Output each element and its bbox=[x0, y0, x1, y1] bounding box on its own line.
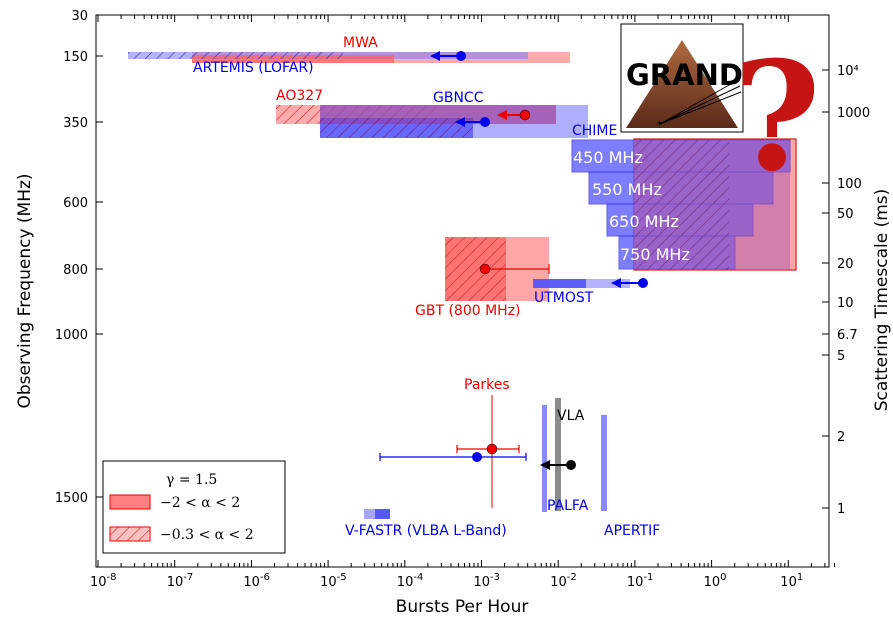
point-utmost bbox=[638, 278, 648, 288]
y-axis-right: 10⁴ 1000 100 50 20 10 6.7 5 2 1 bbox=[822, 64, 870, 517]
y-right-tick-label: 1000 bbox=[837, 106, 870, 121]
y-axis-title: Observing Frequency (MHz) bbox=[15, 173, 35, 408]
label-gbncc: GBNCC bbox=[433, 90, 484, 106]
label-artemis: ARTEMIS (LOFAR) bbox=[193, 60, 314, 76]
band-artemis-dark bbox=[128, 52, 343, 59]
y-tick-label: 800 bbox=[63, 263, 88, 278]
label-gbt: GBT (800 MHz) bbox=[415, 303, 521, 319]
y-axis-title-right: Scattering Timescale (ms) bbox=[872, 189, 892, 412]
label-chime-450: 450 MHz bbox=[573, 148, 643, 167]
x-tick-label: 10-6 bbox=[243, 572, 270, 590]
survey-labels: MWA ARTEMIS (LOFAR) AO327 GBNCC CHIME 45… bbox=[193, 35, 690, 539]
point-vla bbox=[566, 460, 576, 470]
band-apertif bbox=[601, 415, 607, 511]
x-tick-label: 101 bbox=[780, 572, 803, 590]
svg-text:*: * bbox=[657, 120, 662, 131]
x-tick-label: 10-4 bbox=[397, 572, 424, 590]
label-chime: CHIME bbox=[572, 123, 617, 139]
label-chime-650: 650 MHz bbox=[609, 212, 679, 231]
y-right-tick-label: 2 bbox=[837, 430, 845, 445]
y-right-tick-label: 50 bbox=[837, 207, 854, 222]
x-tick-label: 10-3 bbox=[474, 572, 501, 590]
point-artemis bbox=[456, 51, 466, 61]
x-tick-label: 10-8 bbox=[90, 572, 117, 590]
y-tick-label: 350 bbox=[63, 116, 88, 131]
x-tick-label: 10-1 bbox=[627, 572, 654, 590]
arrowhead-vla bbox=[540, 460, 550, 470]
x-axis-title: Bursts Per Hour bbox=[396, 597, 529, 617]
label-ao327: AO327 bbox=[276, 88, 323, 104]
legend-entry-solid: −2 < α < 2 bbox=[160, 495, 240, 511]
y-right-tick-label: 6.7 bbox=[837, 328, 858, 343]
band-palfa bbox=[542, 405, 547, 512]
y-right-tick-label: 20 bbox=[837, 257, 854, 272]
band-gbncc-hatched bbox=[320, 118, 473, 138]
point-palfa bbox=[472, 452, 482, 462]
label-apertif: APERTIF bbox=[604, 523, 660, 539]
y-tick-label: 1500 bbox=[55, 491, 88, 506]
label-chime-750: 750 MHz bbox=[620, 245, 690, 264]
band-chime-hatched bbox=[634, 140, 729, 270]
point-ao327 bbox=[519, 109, 531, 121]
y-right-tick-label: 10 bbox=[837, 296, 854, 311]
question-mark: ? bbox=[733, 29, 821, 205]
y-right-tick-label: 10⁴ bbox=[837, 64, 859, 79]
arrowhead-gbncc bbox=[455, 117, 465, 127]
arrowhead-ao327 bbox=[497, 110, 507, 120]
arrowhead-utmost bbox=[611, 278, 621, 288]
label-utmost: UTMOST bbox=[534, 290, 594, 306]
legend: γ = 1.5 −2 < α < 2 −0.3 < α < 2 bbox=[102, 460, 286, 554]
label-vfastr: V-FASTR (VLBA L-Band) bbox=[345, 523, 507, 539]
label-parkes: Parkes bbox=[464, 377, 510, 393]
band-vla bbox=[555, 398, 561, 511]
y-right-tick-label: 1 bbox=[837, 502, 845, 517]
point-gbncc bbox=[480, 117, 490, 127]
y-right-tick-label: 5 bbox=[837, 349, 845, 364]
grand-logo: * GRAND bbox=[620, 23, 744, 133]
y-axis-left: 30 150 350 600 800 1000 1500 bbox=[55, 9, 103, 506]
label-vla: VLA bbox=[557, 408, 585, 424]
band-vfastr-dark bbox=[375, 509, 390, 519]
y-tick-label: 600 bbox=[63, 196, 88, 211]
legend-swatch-solid bbox=[109, 494, 151, 510]
x-tick-label: 10-5 bbox=[320, 572, 347, 590]
x-tick-label: 10-2 bbox=[550, 572, 577, 590]
legend-title: γ = 1.5 bbox=[166, 472, 217, 488]
y-tick-label: 1000 bbox=[55, 328, 88, 343]
y-tick-label: 150 bbox=[63, 50, 88, 65]
x-tick-label: 10-7 bbox=[167, 572, 194, 590]
arrowhead-artemis bbox=[430, 51, 440, 61]
point-parkes bbox=[486, 443, 498, 455]
survey-bands bbox=[128, 52, 797, 519]
label-mwa: MWA bbox=[343, 35, 378, 51]
y-right-tick-label: 100 bbox=[837, 177, 862, 192]
grand-logo-text: GRAND bbox=[626, 58, 743, 92]
survey-markers bbox=[379, 51, 648, 470]
y-tick-label: 30 bbox=[71, 9, 88, 24]
x-axis: 10-8 10-7 10-6 10-5 10-4 10-3 10-2 10-1 100 101 bbox=[90, 15, 835, 590]
label-chime-550: 550 MHz bbox=[592, 180, 662, 199]
x-tick-label: 100 bbox=[704, 572, 727, 590]
grand-logo-triangle bbox=[626, 40, 738, 128]
legend-entry-hatched: −0.3 < α < 2 bbox=[160, 527, 254, 543]
label-palfa: PALFA bbox=[547, 498, 589, 514]
band-utmost-dark bbox=[533, 279, 586, 288]
point-gbt bbox=[479, 263, 491, 275]
